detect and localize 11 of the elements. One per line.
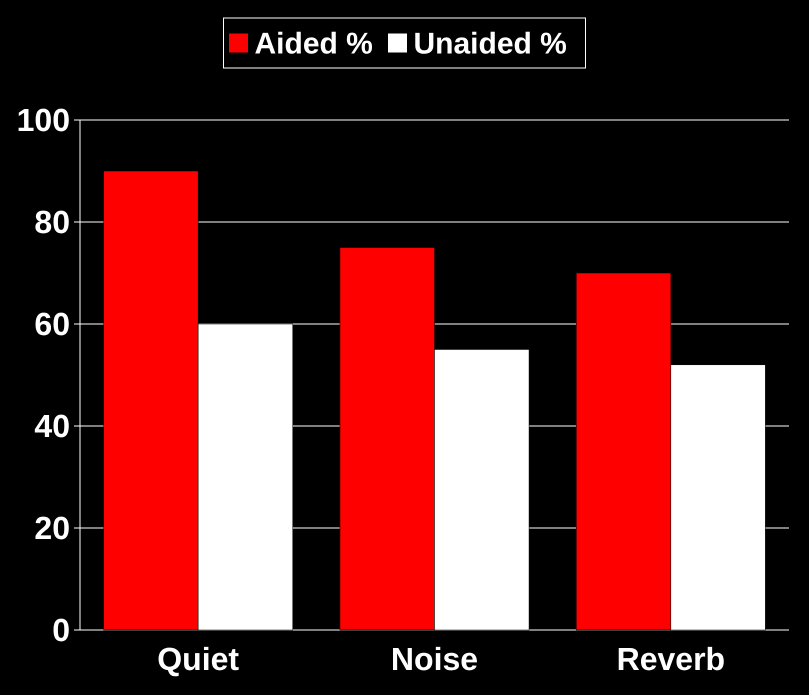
- y-tick-label: 0: [52, 612, 70, 648]
- x-tick-label: Reverb: [616, 641, 726, 677]
- y-tick-label: 60: [34, 306, 70, 342]
- legend-label: Unaided %: [414, 28, 567, 60]
- y-tick-label: 100: [16, 102, 70, 138]
- y-tick-label: 40: [34, 408, 70, 444]
- legend-label: Aided %: [254, 28, 373, 60]
- x-tick-label: Quiet: [157, 641, 240, 677]
- y-tick-label: 20: [34, 510, 70, 546]
- y-tick-label: 80: [34, 204, 70, 240]
- x-tick-label: Noise: [390, 641, 478, 677]
